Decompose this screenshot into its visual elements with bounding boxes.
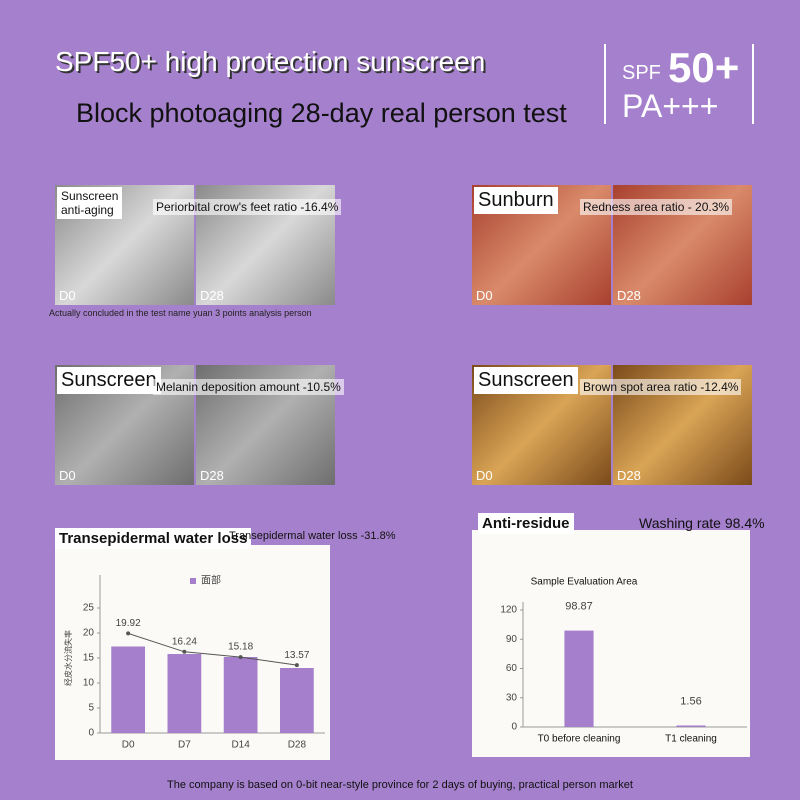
panel-label: Sunscreen xyxy=(57,367,161,394)
bar xyxy=(111,646,145,733)
bar xyxy=(564,630,594,727)
y-tick-label: 90 xyxy=(506,634,518,645)
badge-number: 50+ xyxy=(668,44,740,91)
bar xyxy=(676,725,706,727)
line-point xyxy=(238,655,243,660)
chart-metric: Washing rate 98.4% xyxy=(639,515,765,531)
y-tick-label: 25 xyxy=(83,603,95,614)
line-point xyxy=(294,663,299,668)
x-tick-label: T1 cleaning xyxy=(665,734,717,745)
footer: The company is based on 0-bit near-style… xyxy=(167,779,633,791)
bar xyxy=(167,654,202,733)
chart-label: Transepidermal water loss xyxy=(55,528,252,549)
chart: 0 5 10 15 20 25 D0 D7 D14 D28 面部 19.92 16.24 15.18 13.… xyxy=(55,545,330,760)
y-tick-label: 10 xyxy=(83,678,95,689)
photo-day: D28 xyxy=(617,468,641,483)
panel-note: Actually concluded in the test name yuan… xyxy=(49,308,312,318)
y-tick-label: 30 xyxy=(506,692,518,703)
photo-day: D28 xyxy=(200,288,224,303)
badge-pa: PA+++ xyxy=(622,88,719,124)
y-tick-label: 0 xyxy=(88,728,94,739)
line-point xyxy=(182,649,187,654)
x-tick-label: D28 xyxy=(288,740,307,751)
chart-metric: Transepidermal water loss -31.8% xyxy=(229,530,396,542)
x-tick-label: D14 xyxy=(231,740,250,751)
subtitle: Block photoaging 28-day real person test xyxy=(76,98,567,128)
y-tick-label: 0 xyxy=(511,722,517,733)
panel-label-line: Sunscreen xyxy=(478,369,574,391)
badge-spf: SPF xyxy=(622,62,661,84)
data-label: 13.57 xyxy=(284,650,309,661)
panel-label: Sunburn xyxy=(474,187,558,214)
panel-label-line: anti-aging xyxy=(61,203,114,217)
photo-day: D0 xyxy=(59,468,76,483)
panel-metric: Melanin deposition amount -10.5% xyxy=(153,379,344,395)
panel-label-line: Sunscreen xyxy=(61,189,119,203)
legend-swatch xyxy=(190,578,196,584)
panel-label-line: Sunscreen xyxy=(61,369,157,391)
line xyxy=(127,632,297,666)
chart-title: Sample Evaluation Area xyxy=(531,577,638,588)
x-tick-label: T0 before cleaning xyxy=(538,734,621,745)
chart: 0 30 60 90 120 T0 before cleaning T1 cleaning S… xyxy=(472,530,750,757)
photo-day: D0 xyxy=(59,288,76,303)
line-point xyxy=(126,631,131,636)
badge: SPF 50+ PA+++ xyxy=(604,44,754,124)
y-tick-label: 20 xyxy=(83,628,95,639)
photo-day: D0 xyxy=(476,288,493,303)
title: SPF50+ high protection sunscreen xyxy=(55,46,486,77)
chart-label: Anti-residue xyxy=(478,513,574,534)
bar xyxy=(280,668,314,733)
panel-metric: Periorbital crow's feet ratio -16.4% xyxy=(153,199,342,215)
data-label: 98.87 xyxy=(565,601,593,613)
x-tick-label: D0 xyxy=(122,740,135,751)
x-tick-label: D7 xyxy=(178,740,191,751)
data-label: 19.92 xyxy=(116,618,141,629)
data-label: 1.56 xyxy=(680,695,701,707)
photo-day: D28 xyxy=(200,468,224,483)
photo-day: D0 xyxy=(476,468,493,483)
panel-metric: Brown spot area ratio -12.4% xyxy=(580,379,742,395)
panel-label: Sunscreen anti-aging xyxy=(57,187,123,219)
bar xyxy=(223,657,258,733)
legend-label: 面部 xyxy=(201,574,221,587)
photo-day: D28 xyxy=(617,288,641,303)
panel-label-line: Sunburn xyxy=(478,189,554,211)
y-axis-label: 经皮水分流失率 xyxy=(63,630,73,686)
panel-label: Sunscreen xyxy=(474,367,578,394)
data-label: 16.24 xyxy=(172,636,197,647)
y-tick-label: 5 xyxy=(88,703,94,714)
panel-metric: Redness area ratio - 20.3% xyxy=(580,199,733,215)
y-tick-label: 120 xyxy=(500,605,517,616)
data-label: 15.18 xyxy=(228,642,253,653)
y-tick-label: 60 xyxy=(506,663,518,674)
y-tick-label: 15 xyxy=(83,653,95,664)
